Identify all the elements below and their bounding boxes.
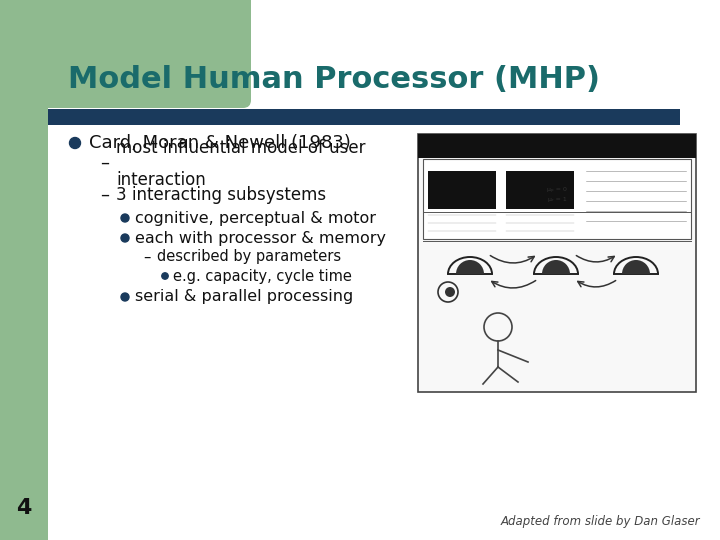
- Text: –: –: [100, 154, 109, 172]
- Wedge shape: [456, 260, 484, 274]
- Bar: [0, 0, 48, 540]
- Bar: [418, 134, 696, 392]
- Bar: [48, 0, 243, 70]
- Bar: [48, 0, 213, 100]
- Text: each with processor & memory: each with processor & memory: [135, 231, 386, 246]
- Circle shape: [121, 234, 129, 242]
- Text: –: –: [100, 186, 109, 204]
- Bar: [506, 171, 574, 209]
- Wedge shape: [622, 260, 650, 274]
- Text: Card, Moran & Newell (1983): Card, Moran & Newell (1983): [89, 134, 351, 152]
- Circle shape: [121, 293, 129, 301]
- Circle shape: [445, 287, 455, 297]
- Circle shape: [162, 273, 168, 279]
- Circle shape: [121, 214, 129, 222]
- Text: 4: 4: [17, 498, 32, 518]
- Text: μₚ = 0: μₚ = 0: [547, 187, 567, 192]
- FancyBboxPatch shape: [40, 0, 251, 108]
- Text: most influential model of user: most influential model of user: [116, 139, 366, 157]
- Text: –: –: [143, 249, 150, 265]
- Text: serial & parallel processing: serial & parallel processing: [135, 289, 354, 305]
- Text: Adapted from slide by Dan Glaser: Adapted from slide by Dan Glaser: [500, 515, 700, 528]
- Text: μᵣ = 1: μᵣ = 1: [548, 197, 567, 201]
- Text: described by parameters: described by parameters: [157, 249, 341, 265]
- Text: cognitive, perceptual & motor: cognitive, perceptual & motor: [135, 211, 376, 226]
- Text: e.g. capacity, cycle time: e.g. capacity, cycle time: [173, 268, 352, 284]
- Bar: [428, 171, 496, 209]
- Text: Model Human Processor (MHP): Model Human Processor (MHP): [68, 65, 600, 94]
- Text: 3 interacting subsystems: 3 interacting subsystems: [116, 186, 326, 204]
- Circle shape: [70, 138, 81, 148]
- Wedge shape: [542, 260, 570, 274]
- Bar: [418, 134, 696, 158]
- Bar: [423, 159, 691, 239]
- Bar: [48, 109, 680, 125]
- Text: interaction: interaction: [116, 171, 206, 189]
